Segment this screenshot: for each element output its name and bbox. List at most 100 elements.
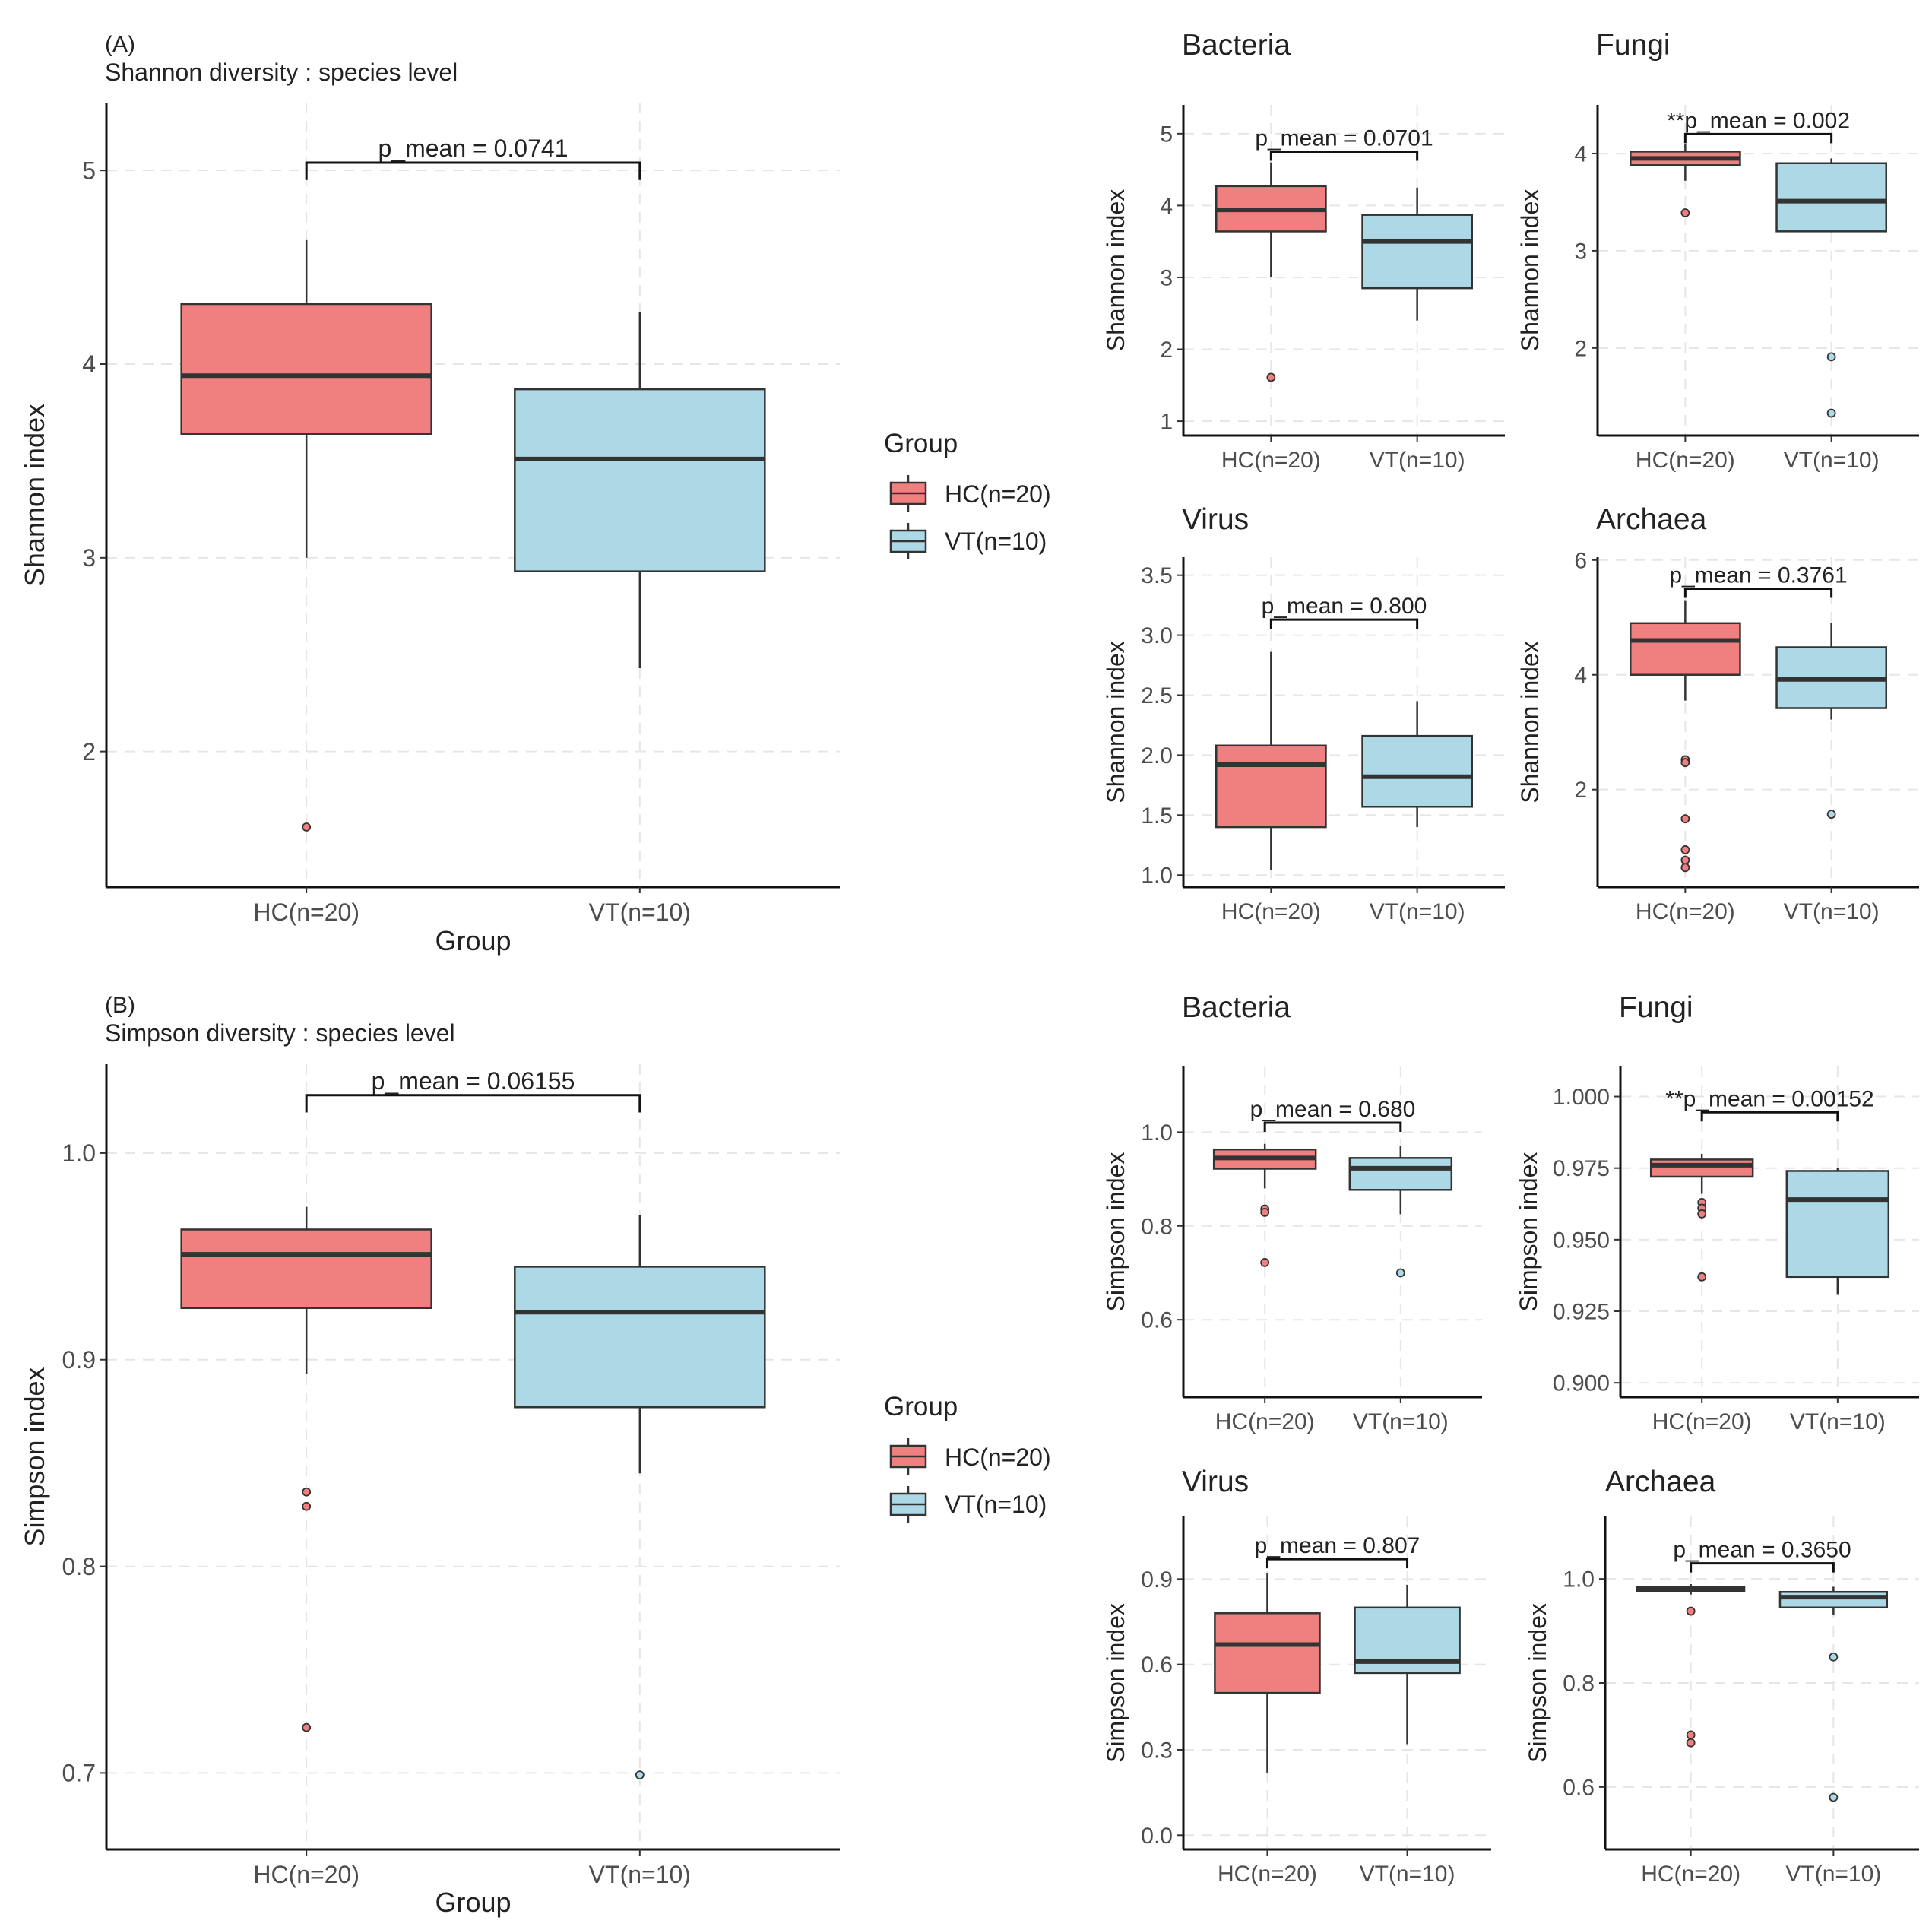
p4-significance-bracket xyxy=(1683,588,1833,598)
p6-y-tick-label: 0.8 xyxy=(1141,1214,1173,1239)
p7-x-tick-label: VT(n=10) xyxy=(1790,1409,1886,1434)
p0-y-axis-title: Shannon index xyxy=(19,404,50,586)
legend-B: Group HC(n=20) VT(n=10) xyxy=(884,1392,1051,1523)
p5-box xyxy=(180,1228,432,1310)
panel-B-tag: (B) xyxy=(105,993,135,1018)
p2-outlier-point xyxy=(1826,408,1836,418)
p4-outlier-point xyxy=(1680,845,1690,854)
p6-y-tick-label: 1.0 xyxy=(1141,1120,1173,1146)
panel-A: (A) Shannon diversity : species level p_… xyxy=(19,32,840,956)
panel-A-bacteria-title: Bacteria xyxy=(1182,29,1291,62)
p7-y-tick-label: 0.900 xyxy=(1553,1371,1610,1396)
p0-p-value-label: p_mean = 0.0741 xyxy=(378,135,569,162)
p7-box xyxy=(1785,1170,1890,1279)
p9-outlier-point xyxy=(1686,1606,1696,1616)
plot-B-virus: p_mean = 0.807 0.0 0.3 0.6 0.9 HC(n=20) VT(n=1… xyxy=(1102,1516,1491,1887)
p7-y-axis-title: Simpson index xyxy=(1515,1152,1542,1312)
p7-y-tick-label: 0.975 xyxy=(1553,1156,1610,1181)
p3-y-tick-label: 2.5 xyxy=(1141,683,1173,708)
p4-outlier-point xyxy=(1680,863,1690,873)
p5-y-tick-label: 0.8 xyxy=(62,1553,96,1580)
p4-outlier-point xyxy=(1680,758,1690,768)
p5-box xyxy=(514,1266,766,1409)
p4-y-tick-label: 2 xyxy=(1574,778,1587,803)
panel-B-virus: Virus p_mean = 0.807 0.0 0.3 0.6 0.9 HC(n=20)… xyxy=(1102,1466,1491,1887)
p7-y-tick-label: 0.950 xyxy=(1553,1228,1610,1253)
p0-y-tick-label: 5 xyxy=(82,157,96,184)
p9-y-tick-label: 0.6 xyxy=(1563,1775,1595,1800)
p2-x-tick-label: VT(n=10) xyxy=(1784,448,1880,473)
panel-A-fungi-title: Fungi xyxy=(1596,29,1671,62)
p2-y-axis-title: Shannon index xyxy=(1516,189,1544,352)
p3-x-tick-label: HC(n=20) xyxy=(1221,899,1321,924)
panel-A-title: Shannon diversity : species level xyxy=(105,59,458,86)
p9-outlier-point xyxy=(1829,1792,1839,1802)
plot-A-archaea: p_mean = 0.3761 2 4 6 HC(n=20) VT(n=10) Shanno… xyxy=(1516,548,1919,924)
p5-outlier-point xyxy=(302,1501,312,1511)
p4-y-tick-label: 6 xyxy=(1574,548,1587,573)
panel-B-fungi: Fungi **p_mean = 0.00152 0.900 0.925 0.950 0… xyxy=(1515,991,1919,1434)
p8-significance-bracket xyxy=(1265,1558,1409,1569)
p2-y-tick-label: 3 xyxy=(1574,239,1587,264)
p2-outlier-point xyxy=(1826,352,1836,362)
p3-significance-bracket xyxy=(1269,618,1419,629)
p6-y-tick-label: 0.6 xyxy=(1141,1308,1173,1333)
p6-significance-bracket xyxy=(1263,1121,1402,1133)
p2-y-tick-label: 4 xyxy=(1574,141,1587,166)
p0-significance-bracket xyxy=(305,161,641,180)
p2-p-value-label: **p_mean = 0.002 xyxy=(1667,108,1850,133)
legend-B-key-vt xyxy=(889,1486,927,1523)
p0-box xyxy=(514,388,766,572)
plot-A-bacteria: p_mean = 0.0701 1 2 3 4 5 HC(n=20) VT(n=10) Shan… xyxy=(1102,105,1505,473)
p3-y-axis-title: Shannon index xyxy=(1102,641,1129,803)
plot-B-fungi: **p_mean = 0.00152 0.900 0.925 0.950 0.975 1.… xyxy=(1515,1066,1919,1434)
p9-x-tick-label: HC(n=20) xyxy=(1641,1862,1740,1887)
p8-p-value-label: p_mean = 0.807 xyxy=(1255,1533,1420,1558)
p4-outlier-point xyxy=(1826,810,1836,819)
plot-A-virus: p_mean = 0.800 1.0 1.5 2.0 2.5 3.0 3.5 HC(n=20)… xyxy=(1102,557,1505,924)
p9-y-tick-label: 1.0 xyxy=(1563,1567,1595,1592)
p4-x-tick-label: VT(n=10) xyxy=(1784,899,1880,924)
p2-x-tick-label: HC(n=20) xyxy=(1636,448,1735,473)
plot-B-archaea: p_mean = 0.3650 0.6 0.8 1.0 HC(n=20) VT(n=10)… xyxy=(1524,1516,1919,1887)
p0-x-tick-label: HC(n=20) xyxy=(253,898,359,926)
p7-significance-bracket xyxy=(1700,1111,1839,1122)
p3-y-tick-label: 1.0 xyxy=(1141,864,1173,889)
p5-p-value-label: p_mean = 0.06155 xyxy=(372,1067,575,1095)
p0-box xyxy=(180,303,432,435)
panel-A-tag: (A) xyxy=(105,32,135,57)
p1-y-axis-title: Shannon index xyxy=(1102,189,1129,352)
p8-y-tick-label: 0.0 xyxy=(1141,1824,1173,1849)
p1-y-tick-label: 5 xyxy=(1160,122,1173,147)
p7-box xyxy=(1649,1158,1754,1178)
panel-A-fungi: Fungi **p_mean = 0.002 2 3 4 HC(n=20) VT(n=10… xyxy=(1516,29,1919,473)
p3-y-tick-label: 1.5 xyxy=(1141,803,1173,829)
p4-outlier-point xyxy=(1680,855,1690,865)
p3-y-tick-label: 3.0 xyxy=(1141,623,1173,648)
p0-x-tick-label: VT(n=10) xyxy=(589,898,691,926)
p2-box xyxy=(1775,162,1887,233)
p4-outlier-point xyxy=(1680,814,1690,824)
panel-B-bacteria-title: Bacteria xyxy=(1182,991,1291,1024)
p2-significance-bracket xyxy=(1683,132,1833,144)
p1-x-tick-label: VT(n=10) xyxy=(1370,448,1465,473)
p7-p-value-label: **p_mean = 0.00152 xyxy=(1665,1086,1873,1111)
p8-y-tick-label: 0.3 xyxy=(1141,1738,1173,1763)
p9-outlier-point xyxy=(1686,1738,1696,1748)
p5-x-tick-label: VT(n=10) xyxy=(589,1861,691,1888)
panel-B: (B) Simpson diversity : species level p_… xyxy=(19,993,840,1918)
panel-B-fungi-title: Fungi xyxy=(1619,991,1693,1024)
p9-p-value-label: p_mean = 0.3650 xyxy=(1673,1538,1851,1563)
p1-p-value-label: p_mean = 0.0701 xyxy=(1255,125,1433,151)
plot-B: p_mean = 0.06155 0.7 0.8 0.9 1.0 HC(n=20) VT(n… xyxy=(19,1064,840,1918)
p5-y-tick-label: 0.7 xyxy=(62,1760,96,1787)
legend-A: Group HC(n=20) VT(n=10) xyxy=(884,429,1051,559)
legend-B-label-vt: VT(n=10) xyxy=(945,1491,1047,1518)
p7-x-tick-label: HC(n=20) xyxy=(1652,1409,1752,1434)
p6-outlier-point xyxy=(1260,1258,1270,1267)
panel-A-virus-title: Virus xyxy=(1182,503,1249,536)
panel-A-virus: Virus p_mean = 0.800 1.0 1.5 2.0 2.5 3.0 3.5 HC… xyxy=(1102,503,1505,924)
p6-x-tick-label: HC(n=20) xyxy=(1215,1409,1315,1434)
p9-x-tick-label: VT(n=10) xyxy=(1785,1862,1881,1887)
p4-y-axis-title: Shannon index xyxy=(1516,641,1544,803)
